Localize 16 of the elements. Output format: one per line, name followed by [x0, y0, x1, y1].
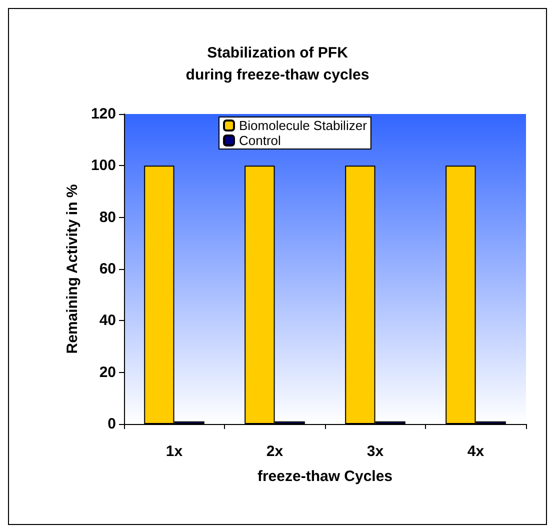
x-tick-label: 2x	[266, 443, 284, 460]
legend-label: Control	[239, 133, 282, 148]
x-tick-label: 4x	[467, 443, 485, 460]
x-tick-label: 1x	[166, 443, 184, 460]
y-tick-label: 100	[90, 157, 116, 174]
y-tick-label: 80	[99, 208, 116, 226]
y-tick-label: 60	[99, 260, 116, 278]
y-tick-label: 40	[99, 312, 116, 330]
y-tick-label: 0	[108, 416, 116, 432]
y-axis-title: Remaining Activity in %	[64, 184, 82, 354]
x-tick-label: 3x	[366, 443, 384, 460]
y-tick-label: 120	[90, 106, 116, 122]
x-axis-title: freeze-thaw Cycles	[257, 468, 393, 485]
y-tick-label: 20	[99, 364, 116, 381]
chart-title: Stabilization of PFK during freeze-thaw cycles	[186, 44, 370, 84]
legend-label: Biomolecule Stabilizer	[239, 118, 368, 133]
